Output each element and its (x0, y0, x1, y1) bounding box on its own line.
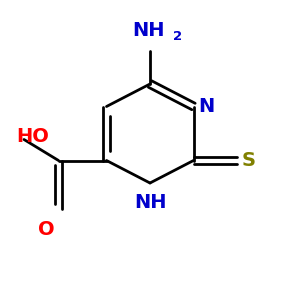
Text: S: S (242, 151, 256, 170)
Text: NH: NH (134, 194, 166, 212)
Text: NH: NH (132, 22, 165, 40)
Text: HO: HO (16, 127, 50, 146)
Text: N: N (198, 97, 214, 116)
Text: O: O (38, 220, 55, 238)
Text: 2: 2 (172, 31, 182, 44)
